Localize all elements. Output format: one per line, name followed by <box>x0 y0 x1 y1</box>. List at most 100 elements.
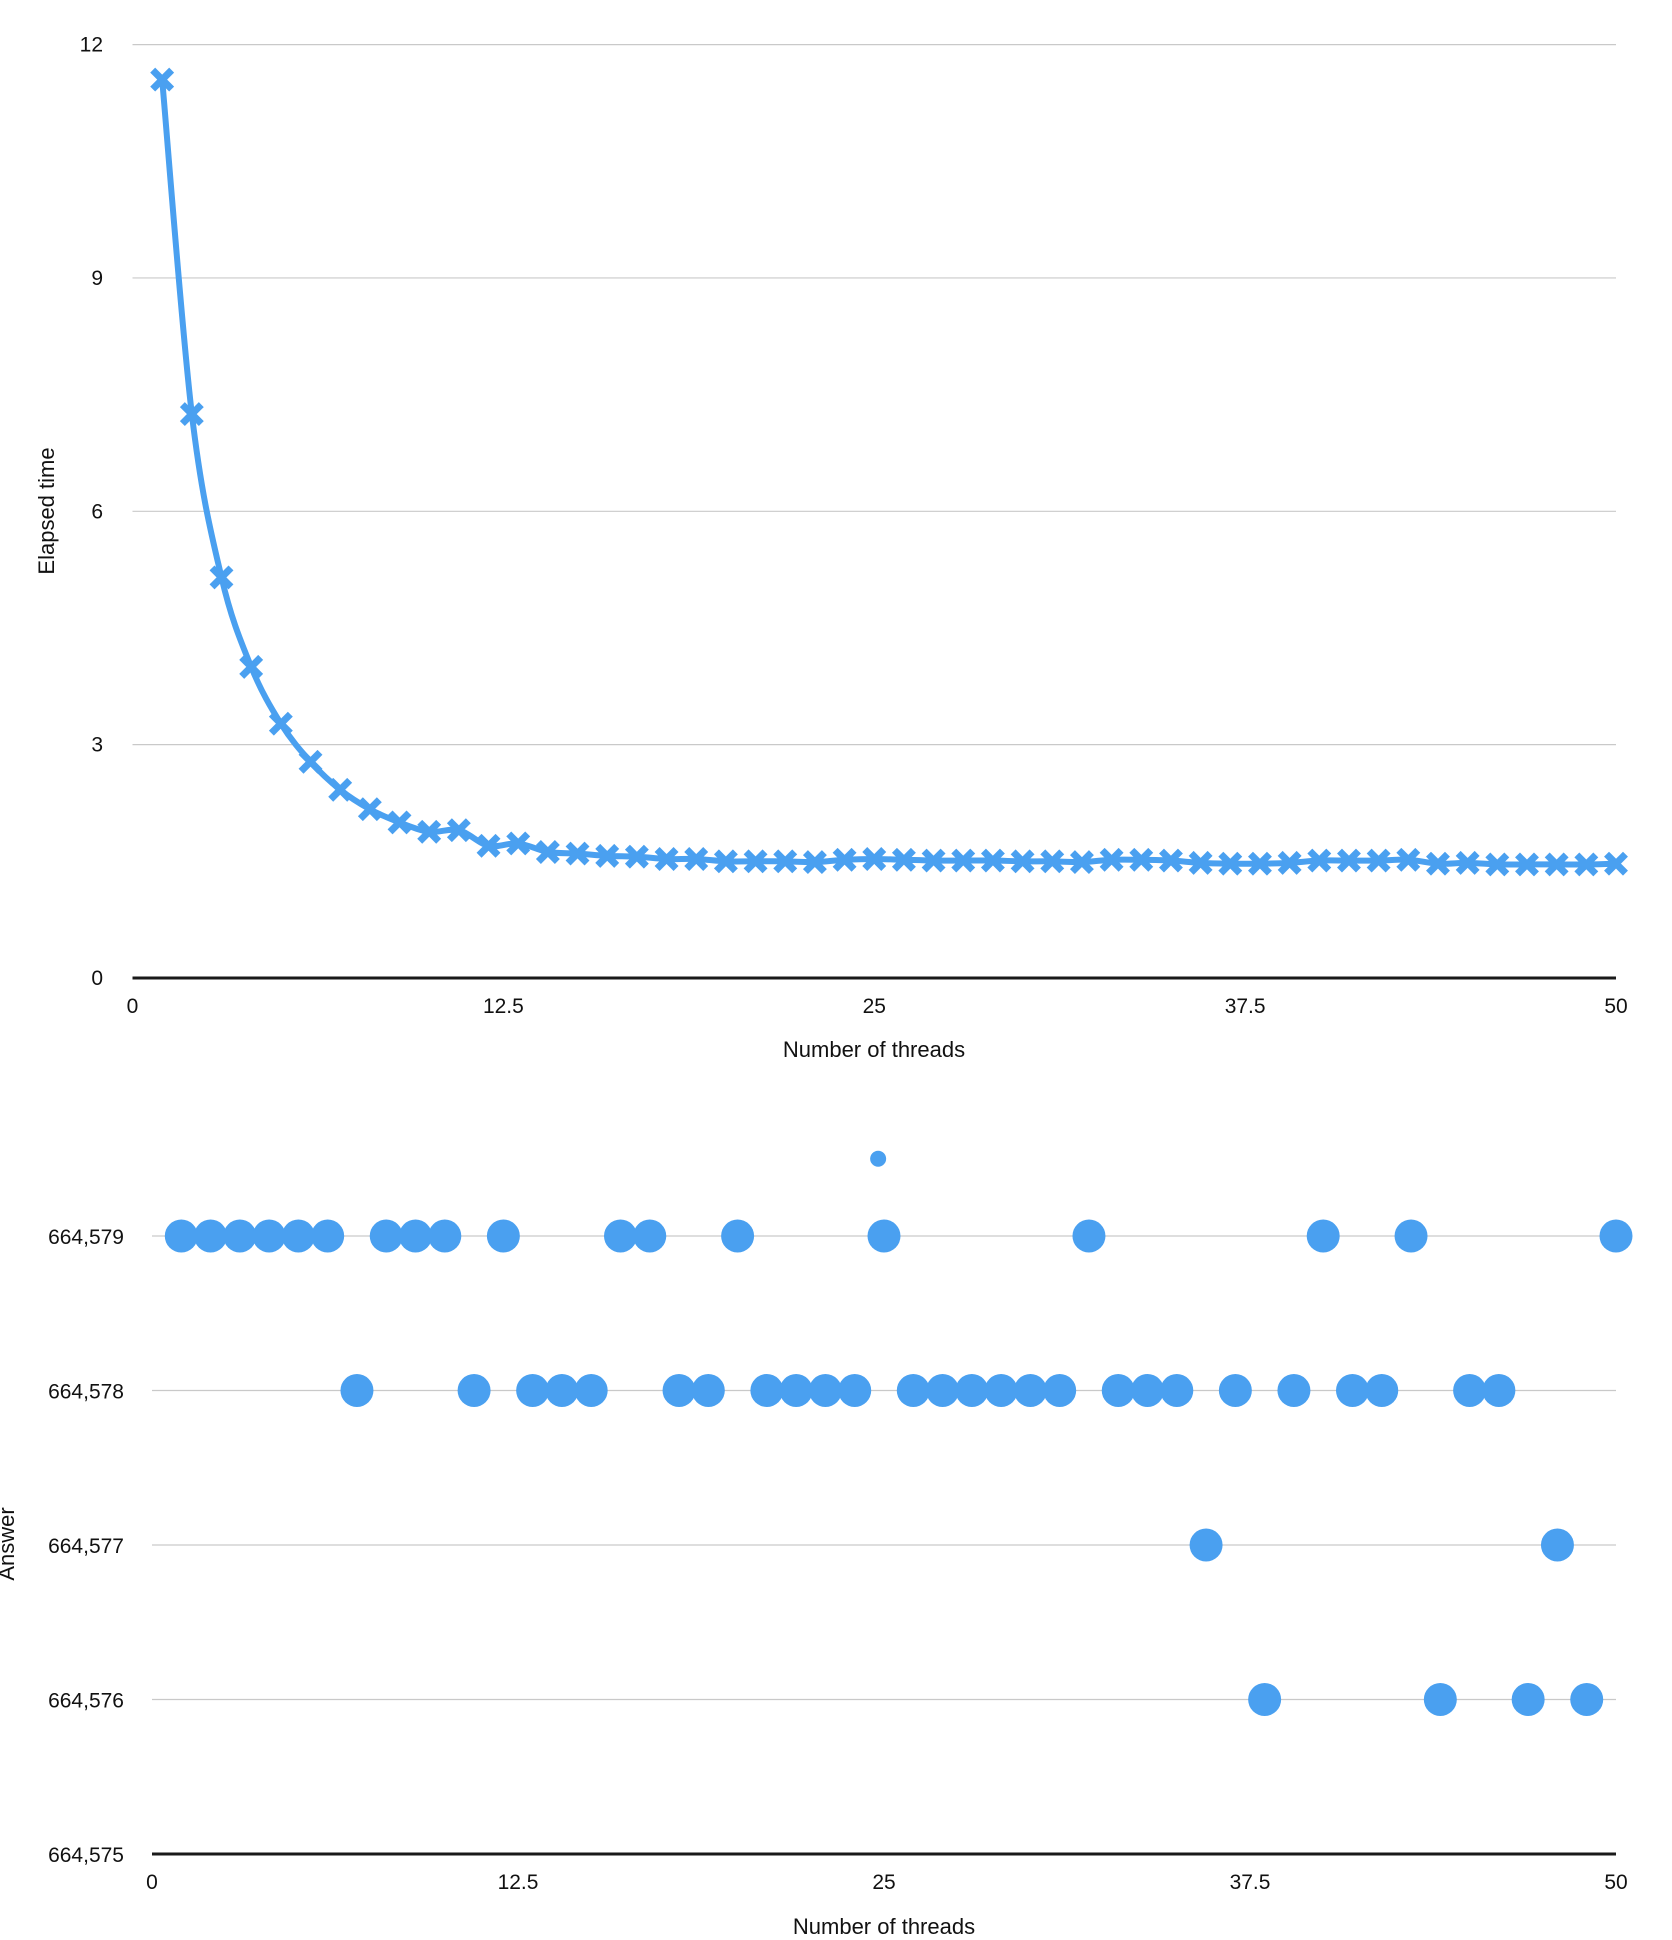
data-point-marker <box>179 402 204 427</box>
scatter-point <box>926 1374 960 1407</box>
scatter-point <box>486 1219 520 1253</box>
data-point-marker <box>1544 852 1569 877</box>
scatter-point <box>194 1219 228 1253</box>
y-tick-label: 664,578 <box>48 1381 124 1404</box>
data-point-marker <box>150 67 175 92</box>
scatter-point <box>457 1374 491 1407</box>
data-point-marker <box>862 847 887 871</box>
data-point-marker <box>1129 847 1154 872</box>
scatter-point <box>1335 1374 1369 1407</box>
y-axis-title: Answer <box>0 1507 19 1580</box>
data-point-marker <box>535 840 560 864</box>
scatter-point <box>633 1219 667 1253</box>
x-tick-labels: 0 12.5 25 37.5 50 <box>146 1871 1628 1894</box>
data-point-marker <box>387 810 412 835</box>
data-point-marker <box>565 841 590 866</box>
data-point-marker <box>684 847 709 871</box>
data-point-marker <box>1515 852 1539 877</box>
scatter-point <box>574 1374 608 1407</box>
scatter-point <box>1453 1374 1487 1407</box>
series-line <box>159 76 1619 868</box>
scatter-point <box>1306 1219 1340 1253</box>
x-tick-label: 0 <box>127 995 139 1018</box>
x-tick-label: 25 <box>872 1871 895 1894</box>
data-point-marker <box>1396 847 1421 872</box>
scatter-points <box>164 1150 1633 1716</box>
data-point-marker <box>713 849 738 874</box>
scatter-point <box>1394 1219 1428 1253</box>
scatter-point <box>223 1219 257 1253</box>
x-tick-label: 50 <box>1604 1871 1627 1894</box>
data-point-marker <box>1040 849 1065 874</box>
small-scatter-point <box>870 1150 887 1167</box>
scatter-point <box>1189 1528 1223 1562</box>
scatter-point <box>1540 1528 1574 1562</box>
y-axis-title: Elapsed time <box>34 447 59 574</box>
x-tick-label: 50 <box>1604 995 1627 1018</box>
data-point-marker <box>595 843 620 868</box>
scatter-point <box>896 1374 930 1407</box>
elapsed-time-chart: 0 3 6 9 12 0 12.5 25 37.5 50 Number of threads E… <box>34 34 1628 1062</box>
data-point-marker <box>1485 852 1510 877</box>
x-tick-labels: 0 12.5 25 37.5 50 <box>127 995 1628 1018</box>
scatter-point <box>340 1374 374 1407</box>
data-point-marker <box>1218 851 1243 876</box>
data-point-marker <box>980 848 1005 873</box>
data-point-marker <box>1366 848 1391 873</box>
scatter-point <box>838 1374 872 1407</box>
scatter-point <box>808 1374 842 1407</box>
y-tick-label: 664,577 <box>48 1535 124 1558</box>
scatter-point <box>1423 1683 1457 1716</box>
data-point-marker <box>891 847 916 872</box>
scatter-point <box>399 1219 433 1253</box>
scatter-point <box>867 1219 901 1253</box>
data-point-marker <box>268 711 293 736</box>
scatter-point <box>750 1374 784 1407</box>
data-point-marker <box>1188 850 1213 875</box>
y-tick-label: 9 <box>91 267 103 290</box>
x-tick-label: 12.5 <box>483 995 524 1018</box>
y-tick-labels: 0 3 6 9 12 <box>80 34 103 990</box>
y-tick-labels: 664,575 664,576 664,577 664,578 664,579 <box>48 1226 124 1867</box>
scatter-point <box>1013 1374 1047 1407</box>
scatter-point <box>1101 1374 1135 1407</box>
scatter-point <box>428 1219 462 1253</box>
data-point-marker <box>654 847 679 871</box>
data-point-marker <box>832 847 857 872</box>
data-point-marker <box>476 833 501 858</box>
data-point-marker <box>802 850 827 875</box>
scatter-point <box>662 1374 696 1407</box>
data-point-marker <box>1069 850 1094 875</box>
x-tick-label: 0 <box>146 1871 158 1894</box>
scatter-point <box>545 1374 579 1407</box>
scatter-point <box>1482 1374 1516 1407</box>
gridlines <box>152 1235 1616 1856</box>
scatter-point <box>1599 1219 1633 1253</box>
data-point-marker <box>1277 850 1302 875</box>
scatter-point <box>691 1374 725 1407</box>
y-tick-label: 664,575 <box>48 1844 124 1867</box>
y-tick-label: 664,576 <box>48 1690 124 1713</box>
answer-chart: 664,575 664,576 664,577 664,578 664,579 0 12.… <box>0 1150 1633 1939</box>
y-tick-label: 0 <box>91 967 103 990</box>
scatter-point <box>721 1219 755 1253</box>
data-point-marker <box>1455 850 1480 875</box>
data-point-marker <box>506 831 531 856</box>
data-point-marker <box>1604 851 1628 876</box>
data-point-marker <box>743 849 768 874</box>
scatter-point <box>252 1219 286 1253</box>
scatter-point <box>603 1219 637 1253</box>
data-point-marker <box>446 818 471 843</box>
y-tick-label: 6 <box>91 500 103 523</box>
data-point-marker <box>209 565 234 590</box>
scatter-point <box>1570 1683 1604 1716</box>
data-point-marker <box>1099 847 1124 872</box>
x-axis-title: Number of threads <box>793 1914 975 1939</box>
scatter-point <box>369 1219 403 1253</box>
scatter-point <box>164 1219 198 1253</box>
scatter-point <box>984 1374 1018 1407</box>
data-point-marker <box>417 819 442 844</box>
scatter-point <box>1511 1683 1545 1716</box>
x-axis-title: Number of threads <box>783 1037 965 1062</box>
scatter-point <box>1043 1374 1077 1407</box>
